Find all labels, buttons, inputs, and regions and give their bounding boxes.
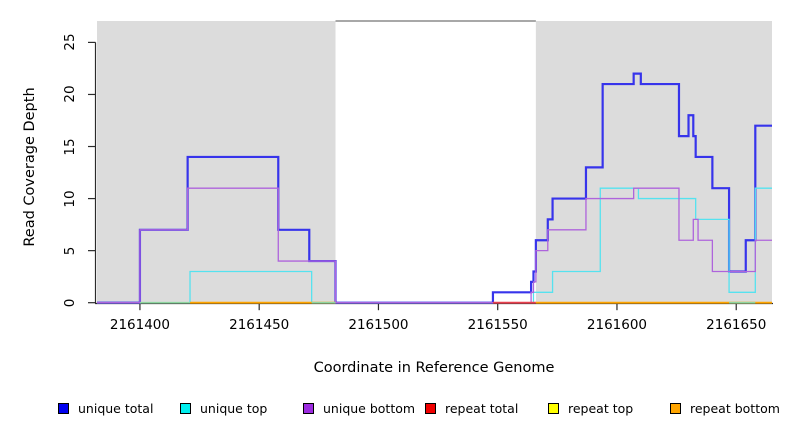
legend-item-unique-bottom: unique bottom xyxy=(303,399,415,417)
legend-item-repeat-top: repeat top xyxy=(548,399,633,417)
y-tick-label: 0 xyxy=(62,298,78,307)
series-line-unique-top xyxy=(97,187,772,304)
legend-item-repeat-bottom: repeat bottom xyxy=(670,399,780,417)
x-tick-label: 2161650 xyxy=(706,317,767,333)
x-tick-label: 2161600 xyxy=(586,317,648,333)
legend-swatch-unique-total xyxy=(58,402,69,414)
legend-item-unique-top: unique top xyxy=(180,399,267,417)
series-line-unique-bottom xyxy=(97,187,772,304)
y-tick-label: 15 xyxy=(62,137,78,156)
legend-item-unique-total: unique total xyxy=(58,399,153,417)
x-tick-label: 2161400 xyxy=(109,317,170,333)
y-tick-label: 20 xyxy=(62,85,78,104)
y-axis-title: Read Coverage Depth xyxy=(22,87,38,247)
y-tick-label: 10 xyxy=(62,189,78,208)
legend-label: unique bottom xyxy=(323,400,416,416)
x-tick-label: 2161450 xyxy=(229,317,290,333)
legend-label: unique top xyxy=(200,400,268,416)
legend-swatch-repeat-top xyxy=(548,402,559,414)
legend-swatch-repeat-total xyxy=(425,402,436,414)
legend-item-repeat-total: repeat total xyxy=(425,399,518,417)
legend-label: repeat top xyxy=(568,400,634,416)
y-tick-label: 25 xyxy=(62,33,78,51)
legend-swatch-unique-top xyxy=(180,402,191,414)
legend-swatch-unique-bottom xyxy=(303,402,314,414)
legend-label: repeat bottom xyxy=(690,400,780,416)
y-tick-label: 5 xyxy=(62,246,78,255)
shaded-region xyxy=(97,21,336,303)
x-tick-label: 2161550 xyxy=(467,317,528,333)
series-line-unique-total xyxy=(97,72,772,304)
x-tick-label: 2161500 xyxy=(348,317,409,333)
x-axis-title: Coordinate in Reference Genome xyxy=(313,360,555,376)
legend-label: repeat total xyxy=(445,400,519,416)
legend-swatch-repeat-bottom xyxy=(670,402,681,414)
shaded-region xyxy=(535,21,772,303)
legend: unique total unique top unique bottom repea… xyxy=(0,399,792,419)
legend-label: unique total xyxy=(78,400,154,416)
